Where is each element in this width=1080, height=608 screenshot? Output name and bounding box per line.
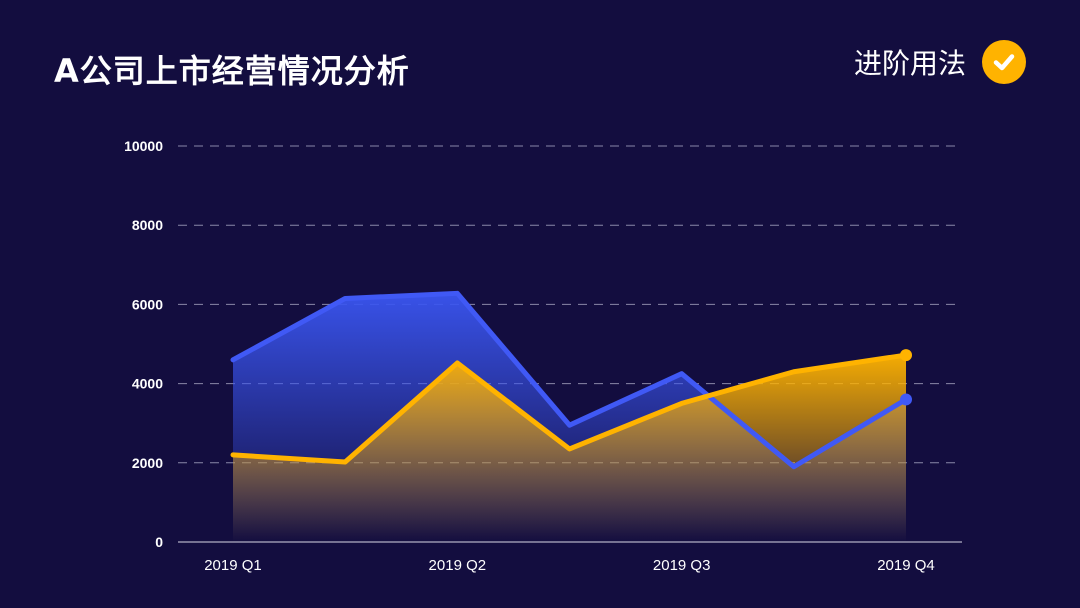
- advanced-usage-badge: 进阶用法: [854, 40, 1026, 84]
- y-axis: 0 2000 4000 6000 8000 10000: [124, 138, 163, 550]
- x-tick-label: 2019 Q4: [877, 557, 935, 574]
- y-tick-label: 10000: [124, 138, 163, 154]
- series-area-2: [233, 355, 906, 542]
- series-lines: [230, 290, 912, 470]
- series-end-point-1: [900, 393, 912, 406]
- series-line-2: [230, 352, 909, 465]
- x-tick-label: 2019 Q2: [429, 557, 487, 574]
- series-areas: [233, 293, 906, 542]
- series-end-point-2: [900, 349, 912, 362]
- x-tick-label: 2019 Q3: [653, 557, 711, 574]
- y-tick-label: 8000: [132, 217, 163, 233]
- x-tick-label: 2019 Q1: [204, 557, 262, 574]
- y-tick-label: 2000: [132, 455, 163, 471]
- y-tick-label: 0: [155, 534, 163, 550]
- check-circle-icon: [982, 40, 1026, 84]
- y-tick-label: 6000: [132, 296, 163, 312]
- page-title: A公司上市经营情况分析: [54, 52, 410, 90]
- series-line-1: [230, 290, 909, 470]
- y-tick-label: 4000: [132, 376, 163, 392]
- x-axis: 2019 Q1 2019 Q2 2019 Q3 2019 Q4: [204, 557, 935, 574]
- badge-label: 进阶用法: [853, 47, 966, 80]
